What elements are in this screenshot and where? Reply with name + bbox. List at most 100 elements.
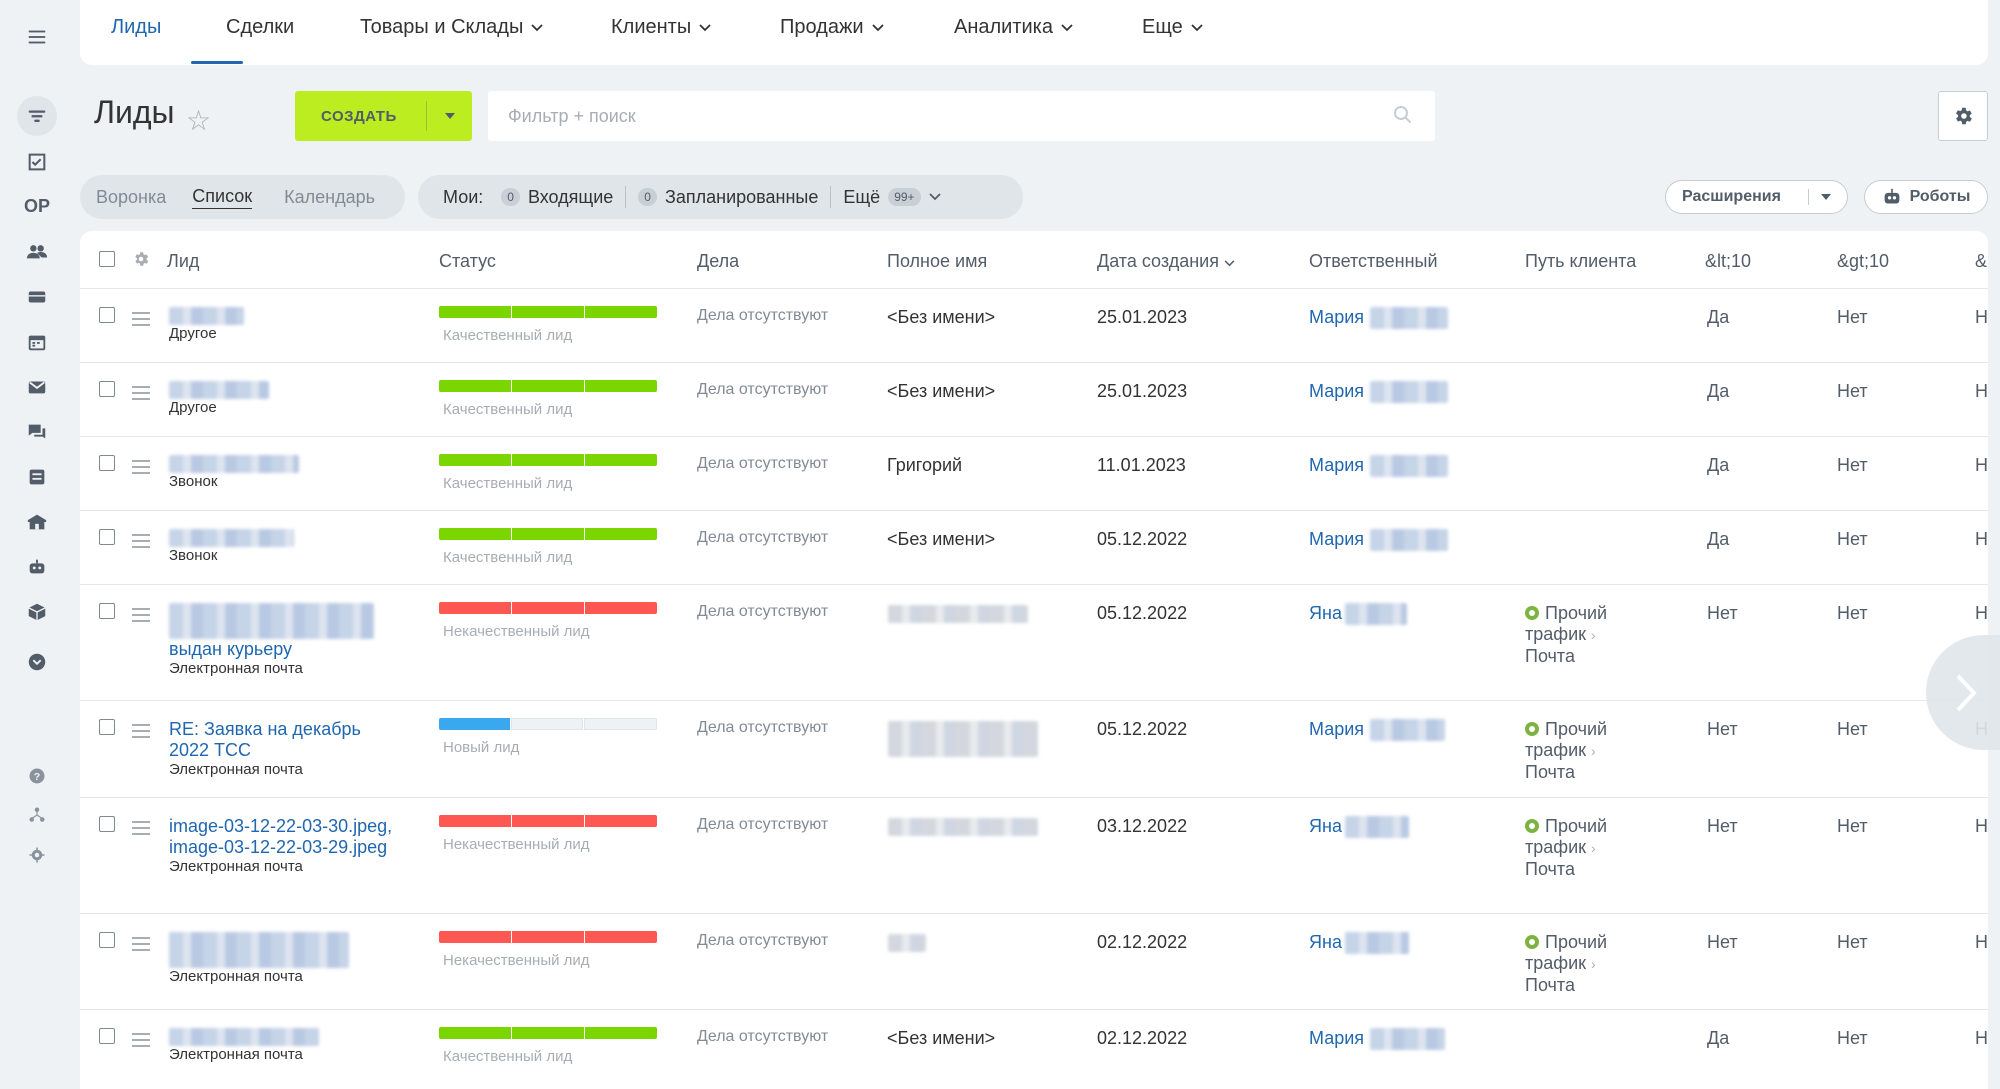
- col-status[interactable]: Статус: [439, 251, 496, 271]
- view-calendar[interactable]: Календарь: [284, 186, 376, 207]
- chevron-down-icon[interactable]: [928, 193, 941, 201]
- lead-title-link[interactable]: выдан курьеру: [169, 639, 293, 659]
- nav-goods-warehouses[interactable]: Товары и Склады: [360, 16, 543, 39]
- counter-incoming[interactable]: Входящие: [527, 186, 614, 207]
- create-button[interactable]: СОЗДАТЬ: [295, 91, 472, 141]
- responsible-link[interactable]: Мария: [1309, 719, 1365, 739]
- drag-handle-icon[interactable]: [132, 608, 150, 626]
- col-customer-path[interactable]: Путь клиента: [1525, 251, 1637, 271]
- redacted-lead-title[interactable]: [169, 1028, 319, 1046]
- chat-icon[interactable]: [17, 412, 57, 452]
- select-all-checkbox[interactable]: [99, 251, 115, 267]
- row-checkbox[interactable]: [99, 307, 115, 323]
- customer-path[interactable]: Прочий трафик › Почта: [1525, 932, 1608, 995]
- view-funnel[interactable]: Воронка: [96, 186, 167, 207]
- activity-status[interactable]: Дела отсутствуют: [697, 529, 829, 546]
- column-settings-icon[interactable]: [132, 250, 150, 268]
- menu-icon[interactable]: [17, 17, 57, 57]
- redacted-lead-title[interactable]: [169, 603, 374, 639]
- drag-handle-icon[interactable]: [132, 1033, 150, 1051]
- status-progress-bar[interactable]: [439, 380, 657, 392]
- col-gt10[interactable]: &gt;10: [1837, 251, 1890, 271]
- feed-icon[interactable]: [17, 457, 57, 497]
- col-lead[interactable]: Лид: [167, 251, 200, 271]
- activity-status[interactable]: Дела отсутствуют: [697, 932, 829, 949]
- settings-button[interactable]: [1938, 91, 1988, 141]
- search-input[interactable]: [488, 91, 1368, 141]
- col-lt10[interactable]: &lt;10: [1705, 251, 1752, 271]
- row-checkbox[interactable]: [99, 1028, 115, 1044]
- activity-status[interactable]: Дела отсутствуют: [697, 816, 829, 833]
- drag-handle-icon[interactable]: [132, 821, 150, 839]
- extensions-button[interactable]: Расширения: [1665, 180, 1848, 214]
- status-progress-bar[interactable]: [439, 306, 657, 318]
- table-row[interactable]: выдан курьеру Электронная почта Некачестве…: [80, 585, 1988, 701]
- status-progress-bar[interactable]: [439, 931, 657, 943]
- col-activity[interactable]: Дела: [697, 251, 740, 271]
- responsible-link[interactable]: Мария: [1309, 455, 1365, 475]
- table-row[interactable]: Другое Качественный лид Дела отсутствуют <Б…: [80, 363, 1988, 437]
- box-icon[interactable]: [17, 592, 57, 632]
- customer-path[interactable]: Прочий трафик › Почта: [1525, 603, 1608, 666]
- robots-button[interactable]: Роботы: [1864, 180, 1988, 214]
- nav-leads[interactable]: Лиды: [111, 16, 162, 38]
- table-row[interactable]: Звонок Качественный лид Дела отсутствуют <Б…: [80, 511, 1988, 585]
- responsible-link[interactable]: Мария: [1309, 307, 1365, 327]
- status-progress-bar[interactable]: [439, 718, 657, 730]
- store-icon[interactable]: [17, 502, 57, 542]
- status-progress-bar[interactable]: [439, 528, 657, 540]
- settings-icon[interactable]: [17, 835, 57, 875]
- table-row[interactable]: image-03-12-22-03-30.jpeg, image-03-12-2…: [80, 798, 1988, 914]
- redacted-lead-title[interactable]: [169, 455, 299, 473]
- table-row[interactable]: Звонок Качественный лид Дела отсутствуют Гр…: [80, 437, 1988, 511]
- responsible-link[interactable]: Мария: [1309, 529, 1365, 549]
- nav-clients[interactable]: Клиенты: [611, 16, 711, 39]
- nav-deals[interactable]: Сделки: [226, 16, 295, 38]
- status-progress-bar[interactable]: [439, 454, 657, 466]
- tasks-icon[interactable]: [17, 142, 57, 182]
- responsible-link[interactable]: Яна: [1309, 816, 1342, 836]
- robot-icon[interactable]: [17, 547, 57, 587]
- responsible-link[interactable]: Яна: [1309, 932, 1342, 952]
- view-list[interactable]: Список: [192, 186, 253, 209]
- drag-handle-icon[interactable]: [132, 460, 150, 478]
- redacted-lead-title[interactable]: [169, 932, 349, 968]
- lead-title-link[interactable]: image-03-12-22-03-30.jpeg, image-03-12-2…: [169, 816, 393, 857]
- activity-status[interactable]: Дела отсутствуют: [697, 381, 829, 398]
- search-icon[interactable]: [1393, 105, 1413, 125]
- activity-status[interactable]: Дела отсутствуют: [697, 719, 829, 736]
- user-avatar[interactable]: ОР: [23, 195, 50, 216]
- activity-status[interactable]: Дела отсутствуют: [697, 1028, 829, 1045]
- row-checkbox[interactable]: [99, 529, 115, 545]
- customer-path[interactable]: Прочий трафик › Почта: [1525, 816, 1608, 879]
- responsible-link[interactable]: Мария: [1309, 1028, 1365, 1048]
- drive-icon[interactable]: [17, 277, 57, 317]
- calendar-icon[interactable]: [17, 322, 57, 362]
- nav-more[interactable]: Еще: [1142, 16, 1203, 39]
- nav-analytics[interactable]: Аналитика: [954, 16, 1073, 39]
- contacts-icon[interactable]: [17, 232, 57, 272]
- redacted-lead-title[interactable]: [169, 381, 269, 399]
- mail-icon[interactable]: [17, 367, 57, 407]
- status-progress-bar[interactable]: [439, 815, 657, 827]
- customer-path[interactable]: Прочий трафик › Почта: [1525, 719, 1608, 782]
- drag-handle-icon[interactable]: [132, 386, 150, 404]
- table-row[interactable]: RE: Заявка на декабрь 2022 ТСС Электронна…: [80, 701, 1988, 798]
- row-checkbox[interactable]: [99, 816, 115, 832]
- nav-sales[interactable]: Продажи: [780, 16, 884, 39]
- redacted-lead-title[interactable]: [169, 307, 244, 325]
- star-icon[interactable]: ☆: [186, 105, 212, 136]
- col-date-created[interactable]: Дата создания: [1097, 251, 1235, 272]
- drag-handle-icon[interactable]: [132, 937, 150, 955]
- col-more[interactable]: &: [1975, 251, 1988, 271]
- drag-handle-icon[interactable]: [132, 534, 150, 552]
- crm-funnel-icon[interactable]: [17, 96, 57, 136]
- row-checkbox[interactable]: [99, 719, 115, 735]
- responsible-link[interactable]: Мария: [1309, 381, 1365, 401]
- counter-planned[interactable]: Запланированные: [664, 186, 819, 207]
- row-checkbox[interactable]: [99, 455, 115, 471]
- create-dropdown-icon[interactable]: [427, 112, 472, 120]
- col-responsible[interactable]: Ответственный: [1309, 251, 1438, 271]
- redacted-lead-title[interactable]: [169, 529, 294, 547]
- structure-icon[interactable]: [17, 795, 57, 835]
